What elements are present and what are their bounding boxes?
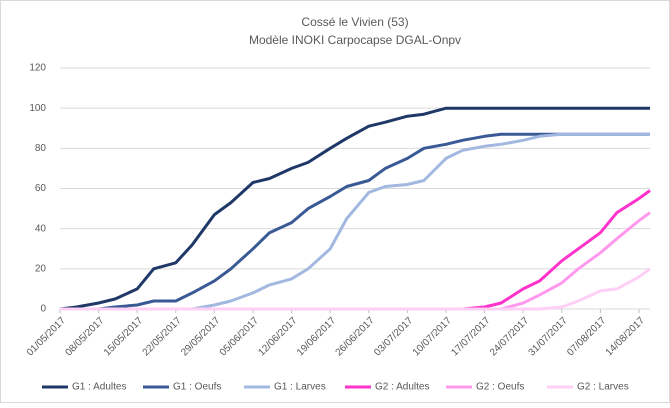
y-tick-label: 120 (29, 63, 46, 74)
y-tick-label: 0 (40, 304, 46, 315)
legend-label: G1 : Adultes (72, 382, 126, 393)
legend-label: G2 : Adultes (375, 382, 429, 393)
y-tick-label: 20 (35, 263, 47, 274)
y-tick-label: 80 (35, 143, 47, 154)
chart-subtitle: Modèle INOKI Carpocapse DGAL-Onpv (249, 33, 461, 47)
y-tick-label: 100 (29, 103, 46, 114)
legend-label: G1 : Larves (274, 382, 326, 393)
series-line (60, 267, 651, 311)
y-tick-label: 40 (35, 223, 47, 234)
legend-label: G1 : Oeufs (173, 382, 221, 393)
chart-title: Cossé le Vivien (53) (301, 15, 408, 29)
series-line (59, 106, 650, 311)
legend-label: G2 : Larves (577, 382, 629, 393)
y-tick-label: 60 (35, 183, 47, 194)
legend-label: G2 : Oeufs (476, 382, 524, 393)
